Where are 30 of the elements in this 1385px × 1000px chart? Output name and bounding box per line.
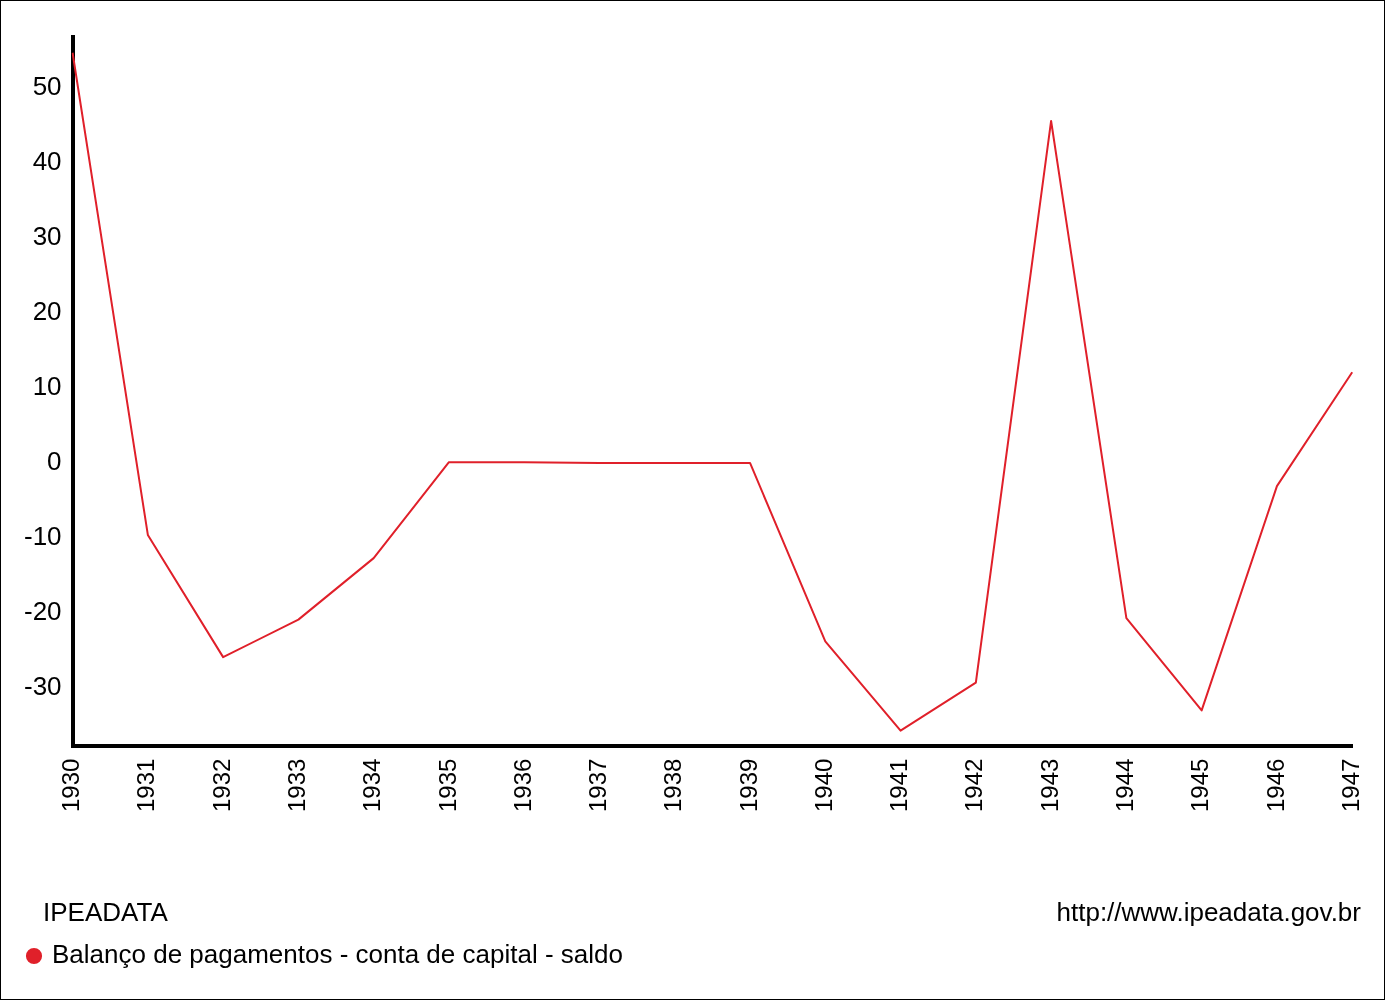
x-tick-label: 1945	[1186, 758, 1214, 812]
y-tick-label: 50	[32, 71, 62, 102]
x-tick-label: 1947	[1336, 758, 1364, 812]
x-tick-label: 1940	[809, 758, 837, 812]
legend-label: Balanço de pagamentos - conta de capital - saldo	[52, 939, 623, 970]
y-tick-label: 10	[32, 371, 62, 402]
x-tick-label: 1934	[358, 758, 386, 812]
x-tick-label: 1946	[1261, 758, 1289, 812]
x-tick-label: 1936	[508, 758, 536, 812]
y-tick-label: 20	[32, 296, 62, 327]
text: http://www.ipeadata.gov.br	[1056, 897, 1362, 927]
x-tick-label: 1937	[584, 758, 612, 812]
x-tick-label: 1931	[132, 758, 160, 812]
y-tick-label: 0	[47, 446, 62, 477]
y-tick-label: -30	[24, 671, 62, 702]
x-tick-label: 1930	[57, 758, 85, 812]
y-tick-label: 40	[32, 146, 62, 177]
y-tick-label: 30	[32, 221, 62, 252]
x-tick-label: 1933	[283, 758, 311, 812]
y-tick-label: -20	[24, 596, 62, 627]
x-tick-label: 1938	[659, 758, 687, 812]
x-tick-label: 1935	[433, 758, 461, 812]
text: IPEADATA	[43, 897, 169, 927]
x-tick-label: 1942	[960, 758, 988, 812]
x-tick-label: 1932	[207, 758, 235, 812]
x-tick-label: 1941	[885, 758, 913, 812]
x-tick-label: 1944	[1111, 758, 1139, 812]
y-tick-label: -10	[24, 521, 62, 552]
x-tick-label: 1939	[734, 758, 762, 812]
x-tick-label: 1943	[1035, 758, 1063, 812]
